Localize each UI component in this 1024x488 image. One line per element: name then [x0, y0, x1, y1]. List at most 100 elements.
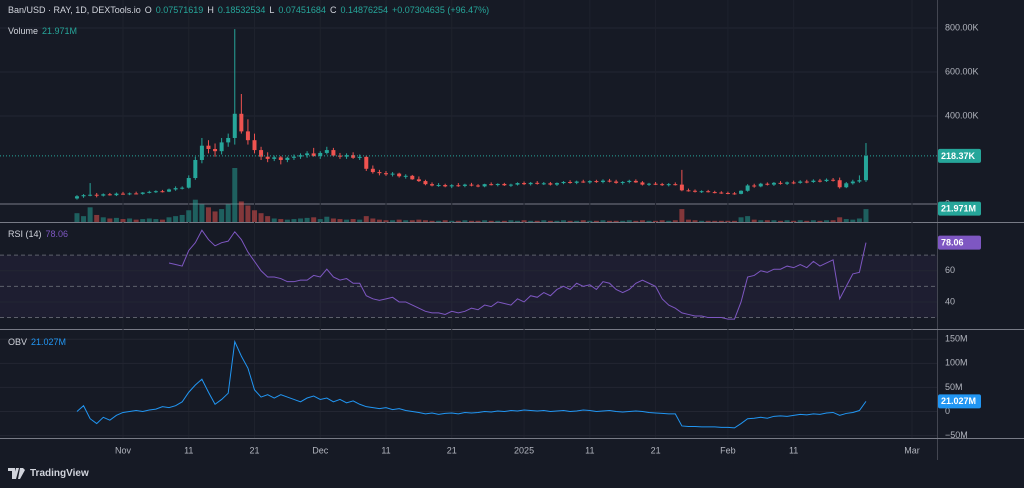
volume-bar [265, 216, 271, 222]
volume-bar [784, 220, 790, 222]
value-badge [938, 394, 981, 409]
x-tick-label: 11 [585, 445, 594, 455]
candle-body [508, 184, 513, 186]
candle-body [193, 159, 198, 179]
candle-body [259, 150, 264, 157]
candle-body [857, 180, 862, 182]
value-badge-label: 78.06 [941, 237, 964, 247]
volume-bar [146, 218, 152, 222]
y-tick-label: 0 [945, 406, 950, 416]
candle-body [364, 156, 369, 169]
candle-body [107, 194, 112, 196]
volume-bar [455, 220, 461, 222]
volume-bar [488, 220, 494, 222]
y-tick-label: 400.00K [945, 110, 979, 120]
candle-body [528, 182, 533, 185]
candle-body [278, 157, 283, 160]
volume-bar [442, 220, 448, 222]
volume-bar [324, 216, 330, 222]
ohlc-value: 0.07571619 [155, 5, 204, 15]
indicator-value: 21.027M [31, 337, 67, 347]
volume-bar [620, 220, 626, 222]
volume-bar [192, 199, 198, 222]
volume-bar [764, 220, 770, 222]
volume-bar [298, 218, 304, 222]
candle-body [265, 156, 270, 159]
candle-body [384, 173, 388, 175]
candle-body [397, 173, 402, 177]
candle-body [423, 181, 428, 185]
x-tick-label: 21 [447, 445, 457, 455]
candle-body [357, 156, 362, 158]
volume-bar [100, 217, 106, 222]
candle-body [686, 190, 691, 192]
volume-bar [574, 220, 580, 222]
volume-bar [238, 201, 244, 222]
candle-body [673, 184, 678, 186]
candle-body [443, 185, 448, 187]
volume-bar [81, 216, 87, 222]
candle-body [811, 180, 816, 182]
candle-body [74, 196, 79, 199]
pane-legend: OBV 21.027M [8, 337, 66, 347]
volume-bar [817, 220, 823, 222]
change: +0.07304635 (+96.47%) [392, 5, 490, 15]
candle-body [272, 157, 277, 159]
candle-body [765, 183, 770, 185]
volume-bar [219, 209, 225, 222]
volume-bar [344, 219, 350, 222]
candle-body [699, 191, 704, 193]
value-badge [938, 201, 981, 216]
volume-bar [153, 219, 159, 222]
volume-bar [554, 220, 560, 222]
volume-bar [87, 207, 93, 222]
volume-bar [541, 220, 547, 222]
volume-bar [416, 219, 422, 222]
candle-body [495, 183, 500, 186]
volume-bar [468, 220, 474, 222]
volume-bar [863, 209, 869, 222]
candle-body [469, 184, 474, 186]
candle-body [311, 153, 316, 157]
y-tick-label: −50M [945, 430, 968, 440]
volume-bar [291, 219, 297, 222]
candle-body [574, 181, 579, 183]
volume-bar [140, 219, 146, 222]
candle-body [476, 185, 481, 187]
y-tick-label: 100M [945, 358, 968, 368]
indicator-name: RSI (14) [8, 229, 42, 239]
pane-legend: Volume 21.971M [8, 26, 77, 36]
candle-body [831, 179, 836, 181]
candle-body [732, 193, 737, 195]
volume-bar [685, 219, 691, 222]
candle-body [147, 191, 152, 193]
x-tick-label: 11 [789, 445, 798, 455]
candle-body [324, 150, 329, 153]
candle-body [712, 192, 717, 194]
volume-bar [120, 219, 126, 222]
volume-bar [133, 219, 139, 222]
volume-bar [337, 219, 343, 222]
candle-body [561, 181, 566, 184]
candle-body [660, 184, 665, 186]
volume-bar [173, 216, 179, 222]
volume-bar [495, 220, 501, 222]
volume-bar [830, 220, 836, 222]
volume-bar [705, 220, 711, 222]
candle-body [502, 183, 507, 186]
ohlc-value: 0.14876254 [340, 5, 389, 15]
volume-bar [475, 220, 481, 222]
x-tick-label: 11 [184, 445, 193, 455]
volume-bar [376, 219, 382, 222]
volume-bar [179, 214, 185, 222]
volume-bar [639, 220, 645, 222]
candle-body [134, 193, 139, 195]
volume-bar [521, 220, 527, 222]
volume-bar [113, 217, 119, 222]
y-tick-label: 40 [945, 296, 955, 306]
volume-bar [383, 220, 389, 222]
y-tick-label: 150M [945, 334, 968, 344]
indicator-value: 78.06 [45, 229, 69, 239]
candle-body [844, 183, 849, 188]
